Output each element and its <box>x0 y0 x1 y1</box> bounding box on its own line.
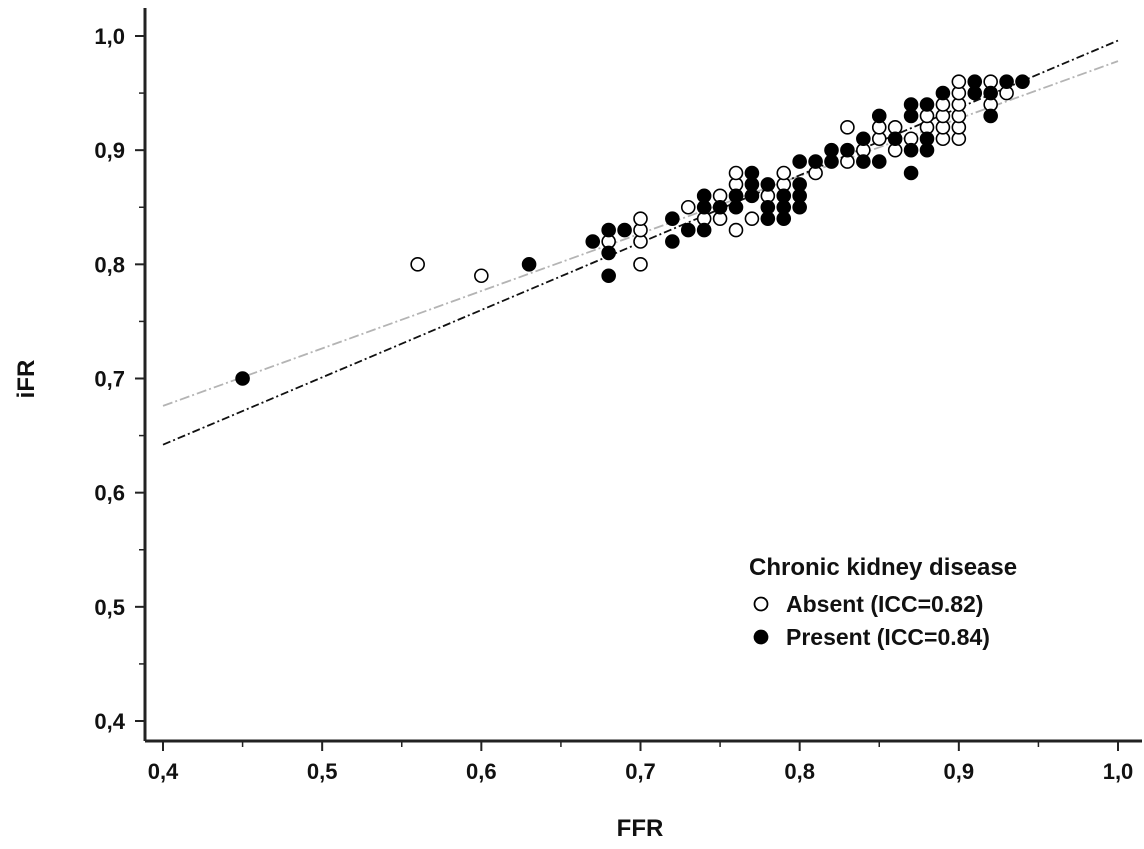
point-present <box>856 154 871 169</box>
point-present <box>680 222 696 238</box>
point-absent <box>728 222 744 238</box>
x-tick-label: 0,8 <box>784 759 815 784</box>
x-tick-label: 0,4 <box>148 759 179 784</box>
point-present <box>601 222 616 238</box>
point-present <box>617 222 632 238</box>
point-present <box>665 234 680 249</box>
point-present <box>585 234 601 249</box>
point-present <box>760 177 776 192</box>
x-axis-title: FFR <box>617 815 664 842</box>
point-present <box>903 142 919 158</box>
point-present <box>983 108 998 124</box>
point-present <box>665 211 680 226</box>
point-present <box>919 97 935 112</box>
x-tick-label: 1,0 <box>1103 759 1134 784</box>
point-present <box>712 199 728 215</box>
point-absent <box>840 120 855 135</box>
legend-title: Chronic kidney disease <box>749 554 1017 581</box>
point-present <box>983 85 998 101</box>
point-absent <box>680 199 696 215</box>
legend-label-absent: Absent (ICC=0.82) <box>786 591 983 617</box>
legend-label-present: Present (ICC=0.84) <box>786 624 990 650</box>
point-present <box>903 97 919 112</box>
point-present <box>696 188 712 204</box>
point-present <box>967 74 983 89</box>
point-present <box>744 165 760 181</box>
y-tick-label: 0,4 <box>94 709 125 734</box>
x-tick-label: 0,6 <box>466 759 497 784</box>
point-present <box>856 131 871 147</box>
point-absent <box>776 165 792 181</box>
point-absent <box>474 268 489 284</box>
y-tick-label: 1,0 <box>94 24 125 49</box>
point-present <box>935 85 951 101</box>
x-tick-label: 0,5 <box>307 759 338 784</box>
point-present <box>696 222 712 238</box>
point-present <box>871 108 887 124</box>
point-absent <box>744 211 760 226</box>
data-points <box>235 74 1030 386</box>
point-absent <box>410 257 425 272</box>
point-present <box>792 154 807 169</box>
y-axis-title: iFR <box>13 360 40 399</box>
point-present <box>601 268 616 284</box>
point-present <box>903 165 919 181</box>
legend: Chronic kidney disease Absent (ICC=0.82)… <box>749 554 1017 650</box>
y-tick-label: 0,5 <box>94 595 125 620</box>
point-present <box>776 188 792 204</box>
x-tick-label: 0,7 <box>625 759 656 784</box>
point-present <box>1015 74 1030 89</box>
point-present <box>760 199 776 215</box>
y-tick-label: 0,7 <box>94 367 125 392</box>
point-present <box>601 245 616 261</box>
point-absent <box>728 165 744 181</box>
point-present <box>871 154 887 169</box>
point-present <box>824 142 839 158</box>
point-present <box>887 131 903 147</box>
legend-marker-present <box>753 629 769 645</box>
point-present <box>235 371 250 386</box>
y-tick-label: 0,6 <box>94 481 125 506</box>
point-present <box>521 257 537 272</box>
point-present <box>728 188 744 204</box>
point-absent <box>633 257 648 272</box>
point-present <box>919 131 935 147</box>
point-absent <box>951 74 967 89</box>
point-present <box>999 74 1014 89</box>
point-present <box>792 177 807 192</box>
x-tick-label: 0,9 <box>944 759 975 784</box>
legend-marker-absent <box>753 596 769 612</box>
point-present <box>808 154 823 169</box>
point-present <box>840 142 855 158</box>
point-absent <box>633 211 648 226</box>
y-tick-label: 0,8 <box>94 252 125 277</box>
axes: 0,4 0,5 0,6 0,7 0,8 0,9 1,0 0,4 0,5 0,6 0,7 0,8 0,9 1… <box>94 8 1142 784</box>
y-tick-label: 0,9 <box>94 138 125 163</box>
